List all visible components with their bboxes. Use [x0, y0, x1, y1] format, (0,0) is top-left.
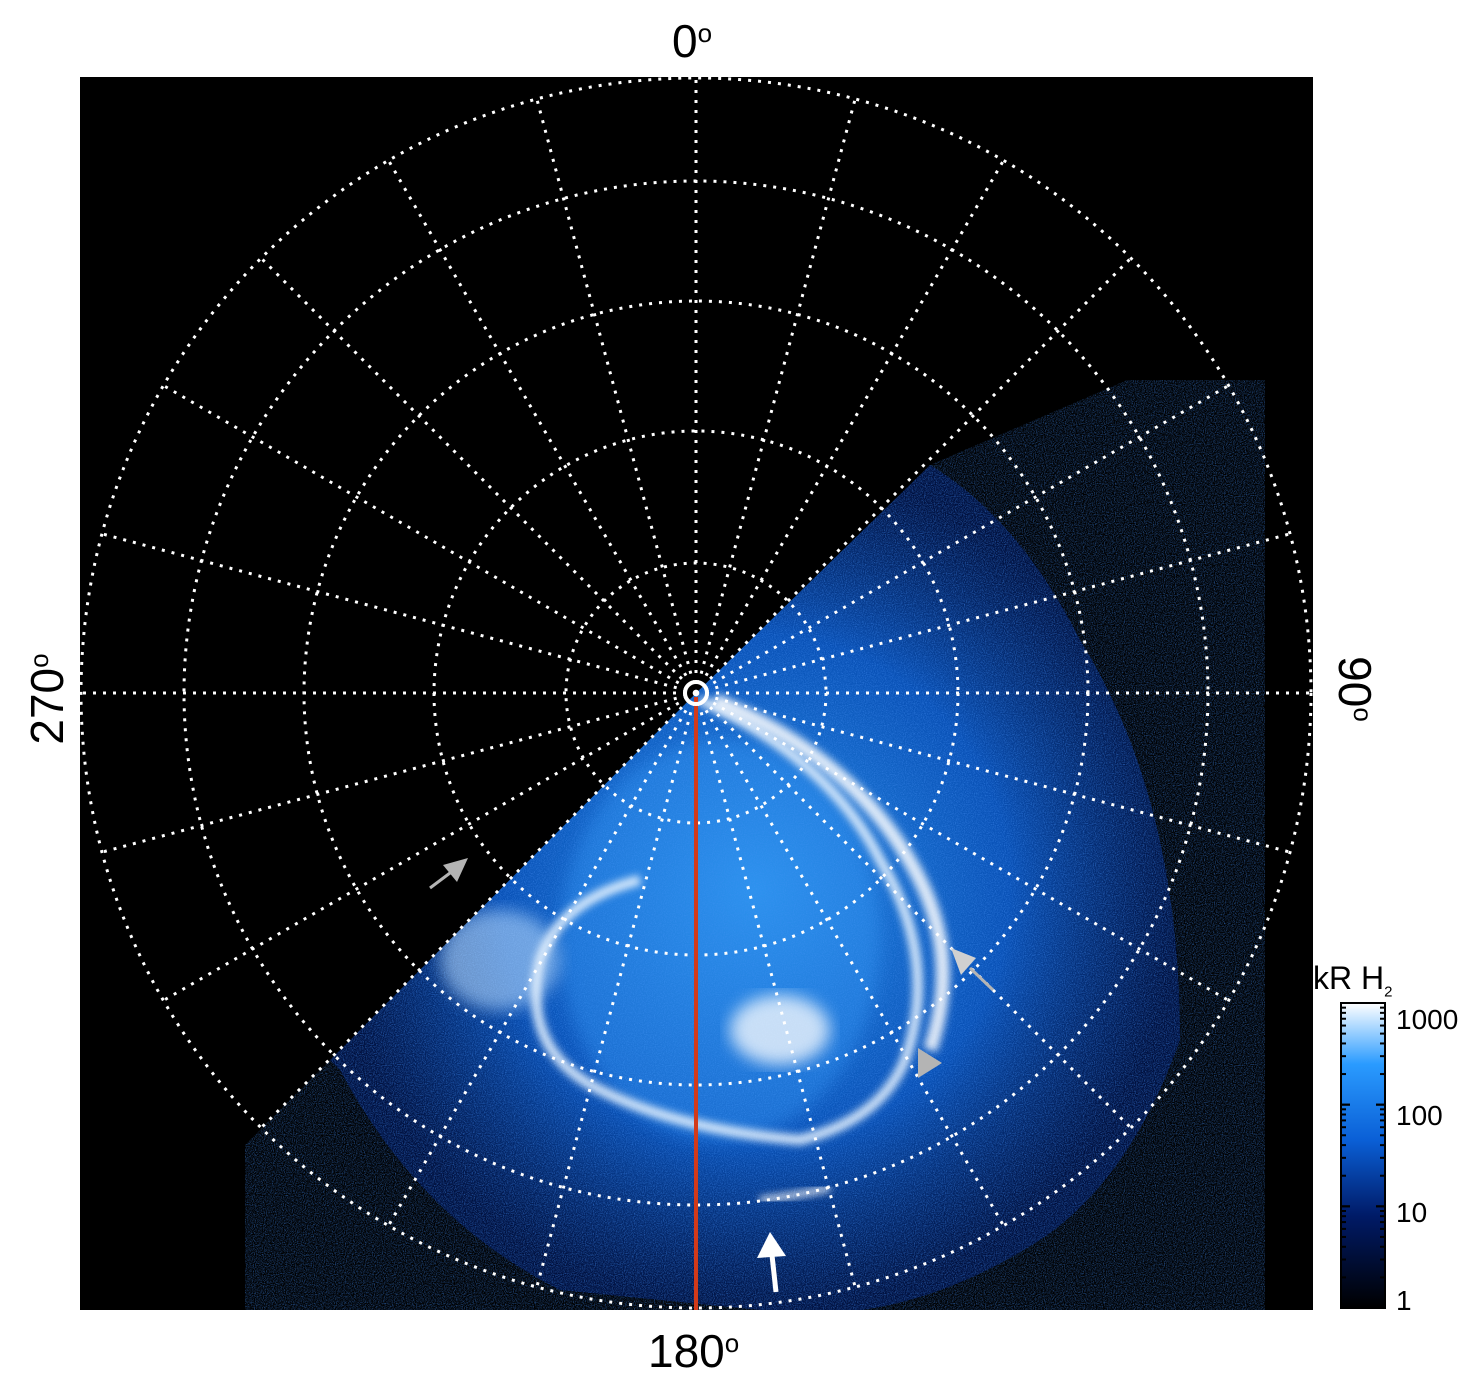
meridian-line: [158, 691, 697, 1005]
angle-label-0: 0o: [672, 15, 713, 67]
colorbar-tick-10: 10: [1396, 1197, 1428, 1228]
pole-marker: [683, 680, 709, 706]
meridian-line: [384, 155, 698, 694]
colorbar-gradient: [1340, 1002, 1386, 1309]
arrow-white-icon: [757, 1232, 786, 1293]
colorbar: [1340, 1002, 1386, 1309]
meridian-line: [695, 381, 1234, 695]
meridian-line: [256, 691, 698, 1133]
meridian-line: [695, 691, 1234, 1005]
angle-label-270: 270o: [21, 653, 73, 745]
meridian-line: [695, 531, 1296, 695]
polar-grid: [80, 77, 1313, 1310]
meridian-line: [158, 381, 697, 695]
meridian-line: [695, 691, 1296, 855]
meridian-line: [96, 531, 697, 695]
latitude-circle: [80, 77, 1313, 1310]
meridian-line: [694, 93, 858, 694]
meridian-line: [384, 692, 698, 1231]
meridian-line: [694, 692, 858, 1293]
meridian-line: [694, 691, 1136, 1133]
colorbar-title: kR H2: [1313, 960, 1393, 1001]
auroral-oval: [531, 695, 923, 1146]
meridian-line: [694, 253, 1136, 695]
angle-label-90: 90o: [1329, 656, 1381, 722]
colorbar-tick-100: 100: [1396, 1100, 1443, 1131]
meridian-line: [694, 692, 1008, 1231]
colorbar-tick-1000: 1000: [1396, 1004, 1459, 1035]
angle-label-180: 180o: [648, 1325, 740, 1377]
arrow-grey-icon: [951, 948, 995, 992]
meridian-line: [694, 155, 1008, 694]
meridian-line: [256, 253, 698, 695]
arrow-grey-icon: [429, 858, 468, 890]
colorbar-tick-1: 1: [1396, 1285, 1412, 1316]
aurora-image: [80, 77, 1313, 1310]
meridian-line: [96, 691, 697, 855]
meridian-line: [534, 93, 698, 694]
meridian-line: [534, 692, 698, 1293]
triangle-grey-icon: [918, 1048, 942, 1078]
